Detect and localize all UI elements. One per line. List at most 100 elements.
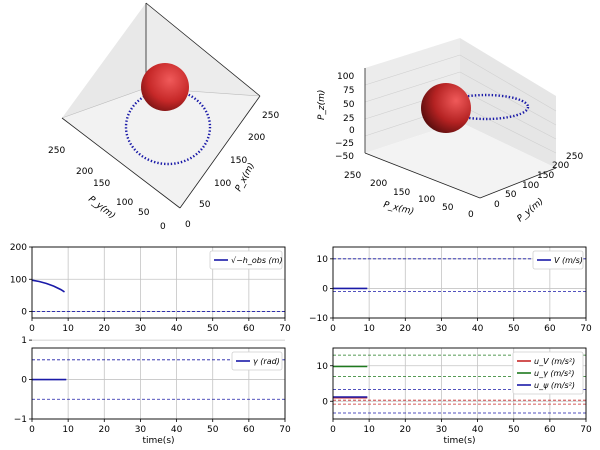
x-tick-label: 10 bbox=[62, 324, 74, 334]
legend-label: V (m/s) bbox=[554, 256, 583, 265]
tick-label: 100 bbox=[418, 195, 435, 205]
x-tick-label: 50 bbox=[207, 324, 219, 334]
tick-label: 100 bbox=[337, 72, 354, 82]
x-tick-label: 70 bbox=[279, 425, 291, 435]
y-ticks-3d-top: 250 200 150 100 50 0 bbox=[48, 146, 166, 232]
subplot-4: 0 10 20 30 40 50 60 70 0 10 time(s) u_V (m/s²) u_γ (… bbox=[317, 347, 592, 446]
x-tick-label: 20 bbox=[400, 425, 412, 435]
y-tick-label: 0 bbox=[21, 308, 27, 318]
tick-label: 200 bbox=[248, 133, 265, 143]
trajectory-circle-2 bbox=[442, 93, 530, 121]
tick-label: 100 bbox=[214, 179, 231, 189]
z-ticks-3d: 100 75 50 25 0 −25 −50 bbox=[335, 72, 355, 162]
x-tick-label: 20 bbox=[400, 324, 412, 334]
obstacle-sphere-1 bbox=[141, 63, 189, 111]
y-tick-label: 0 bbox=[21, 376, 27, 386]
x-tick-label: 60 bbox=[243, 425, 255, 435]
tick-label: 50 bbox=[442, 203, 454, 213]
legend: u_V (m/s²) u_γ (m/s²) u_ψ (m/s²) bbox=[512, 351, 584, 395]
axis-x-line bbox=[179, 95, 261, 209]
trajectory-circle-1 bbox=[124, 88, 212, 166]
tick-label: 50 bbox=[199, 200, 211, 210]
subplot-1: 0 10 20 30 40 50 60 70 0 100 200 √−h_obs (m) bbox=[10, 243, 291, 334]
axes-frame bbox=[332, 347, 587, 420]
tick-label: 150 bbox=[93, 179, 110, 189]
x-tick-label: 10 bbox=[62, 425, 74, 435]
legend-box bbox=[512, 351, 584, 395]
axes-frame bbox=[332, 246, 587, 319]
x-tick-label: 40 bbox=[472, 324, 484, 334]
tick-label: 250 bbox=[344, 171, 361, 181]
axis-x-line bbox=[364, 152, 481, 199]
x-axis-label: time(s) bbox=[443, 436, 475, 446]
tick-label: −25 bbox=[335, 139, 354, 149]
x-axis-label: time(s) bbox=[142, 436, 174, 446]
x-tick-label: 0 bbox=[29, 425, 35, 435]
pane-back-right bbox=[460, 38, 556, 168]
x-tick-label: 50 bbox=[508, 324, 520, 334]
x-tick-label: 10 bbox=[363, 324, 375, 334]
x-axis-label-3d-top: P_x(m) bbox=[234, 161, 257, 193]
y-tick-label: 1 bbox=[21, 336, 27, 346]
x-tick-label: 60 bbox=[544, 425, 556, 435]
pane-back-left bbox=[62, 3, 146, 118]
tick-label: 50 bbox=[138, 208, 150, 218]
x-tick-label: 0 bbox=[330, 425, 336, 435]
legend: √−h_obs (m) bbox=[209, 250, 283, 270]
y-tick-label: 200 bbox=[10, 243, 27, 253]
obstacle-sphere-2 bbox=[421, 83, 471, 133]
x-tick-label: 30 bbox=[436, 324, 448, 334]
grid-line bbox=[61, 87, 147, 119]
x-tick-label: 0 bbox=[330, 324, 336, 334]
tick-label: 250 bbox=[48, 146, 65, 156]
tick-label: 0 bbox=[185, 220, 191, 230]
pane-floor bbox=[365, 122, 556, 198]
plot3d-top: 250 200 150 100 50 0 0 50 100 150 200 25… bbox=[48, 2, 279, 232]
x-tick-label: 60 bbox=[243, 324, 255, 334]
y-tick-label: 10 bbox=[317, 362, 329, 372]
z-axis-label-3d: P_z(m) bbox=[317, 90, 327, 120]
axis-edge bbox=[145, 2, 261, 97]
tick-label: 50 bbox=[505, 190, 517, 200]
x-tick-label: 30 bbox=[135, 324, 147, 334]
tick-label: 250 bbox=[566, 152, 583, 162]
x-tick-label: 40 bbox=[171, 324, 183, 334]
legend-box bbox=[532, 250, 584, 270]
legend: V (m/s) bbox=[532, 250, 584, 270]
y-axis-label-3d-top: P_y(m) bbox=[86, 194, 117, 221]
axis-y-line bbox=[61, 117, 181, 209]
legend-label: γ (rad) bbox=[253, 357, 280, 366]
axes-frame bbox=[31, 347, 286, 420]
tick-label: 0 bbox=[349, 126, 355, 136]
x-tick-label: 70 bbox=[580, 425, 592, 435]
legend-label: √−h_obs (m) bbox=[231, 256, 283, 265]
tick-label: 150 bbox=[393, 188, 410, 198]
x-tick-label: 20 bbox=[99, 324, 111, 334]
y-tick-label: 0 bbox=[322, 284, 328, 294]
tick-label: 0 bbox=[160, 222, 166, 232]
x-tick-label: 30 bbox=[436, 425, 448, 435]
tick-label: 250 bbox=[262, 111, 279, 121]
tick-label: 25 bbox=[343, 114, 354, 124]
tick-label: 75 bbox=[343, 86, 354, 96]
legend-box bbox=[209, 250, 283, 270]
tick-label: 0 bbox=[468, 210, 474, 220]
x-axis-label-3d-persp: P_x(m) bbox=[382, 200, 415, 217]
series-line bbox=[31, 279, 65, 293]
x-ticks-3d-top: 0 50 100 150 200 250 bbox=[185, 111, 279, 230]
x-tick-label: 10 bbox=[363, 425, 375, 435]
tick-label: 200 bbox=[370, 179, 387, 189]
y-tick-label: −1 bbox=[14, 415, 27, 425]
tick-label: 50 bbox=[343, 100, 355, 110]
x-tick-label: 70 bbox=[580, 324, 592, 334]
legend: γ (rad) bbox=[231, 351, 283, 371]
tick-label: 0 bbox=[494, 200, 500, 210]
tick-label: −50 bbox=[335, 152, 354, 162]
x-tick-label: 40 bbox=[171, 425, 183, 435]
axis-y-line bbox=[479, 167, 557, 199]
x-tick-label: 50 bbox=[508, 425, 520, 435]
